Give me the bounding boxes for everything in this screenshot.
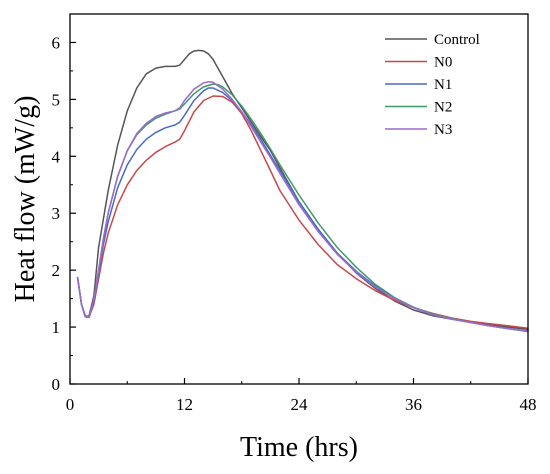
legend: Control N0 N1 N2 N3: [385, 32, 480, 138]
series-line-control: [76, 49, 529, 331]
x-axis-title: Time (hrs): [240, 432, 358, 463]
x-tick-label: 48: [520, 395, 537, 414]
x-tick-label: 24: [291, 395, 309, 414]
y-tick-label: 3: [52, 204, 61, 223]
series-layer: [76, 49, 529, 333]
legend-label-n3: N3: [434, 122, 452, 138]
plot-frame: [69, 13, 529, 385]
y-axis-title: Heat flow (mW/g): [10, 96, 41, 303]
y-tick-label: 0: [52, 375, 61, 394]
y-tick-label: 2: [52, 261, 61, 280]
y-tick-label: 1: [52, 318, 61, 337]
series-line-n0: [76, 95, 529, 329]
x-tick-label: 0: [66, 395, 75, 414]
legend-label-n1: N1: [434, 77, 452, 93]
legend-label-control: Control: [434, 32, 480, 48]
y-tick-label: 4: [52, 147, 61, 166]
x-tick-label: 12: [176, 395, 193, 414]
legend-label-n0: N0: [434, 55, 452, 71]
y-tick-label: 5: [52, 90, 61, 109]
legend-label-n2: N2: [434, 100, 452, 116]
x-tick-label: 36: [405, 395, 422, 414]
y-tick-label: 6: [52, 33, 61, 52]
series-line-n3: [76, 80, 529, 332]
